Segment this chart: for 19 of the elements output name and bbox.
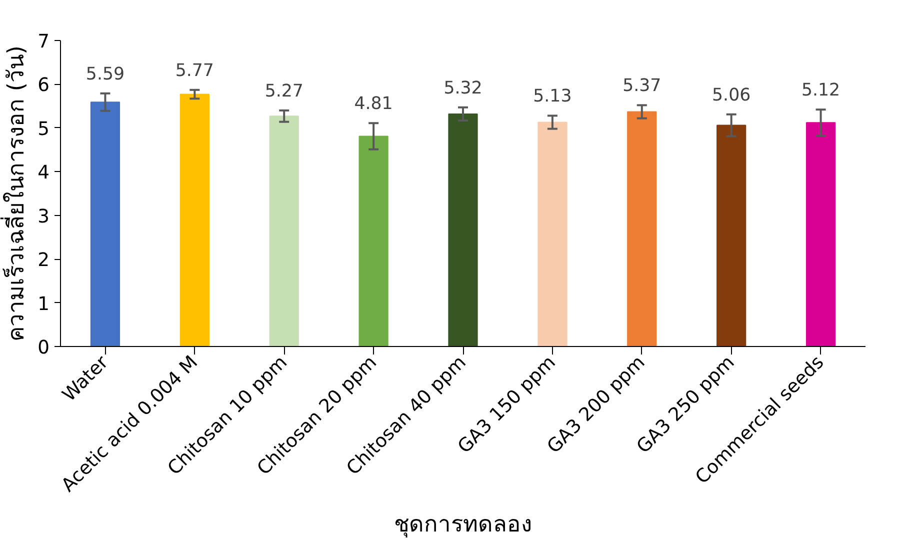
y-tick-label: 2 bbox=[38, 250, 50, 272]
y-tick-label: 3 bbox=[38, 206, 50, 228]
y-tick-label: 5 bbox=[38, 118, 50, 140]
data-label: 5.06 bbox=[712, 85, 751, 106]
data-label: 5.77 bbox=[175, 60, 214, 81]
data-label: 5.37 bbox=[622, 76, 662, 96]
data-label: 5.12 bbox=[801, 80, 840, 101]
data-label: 5.27 bbox=[264, 81, 304, 102]
data-label: 5.13 bbox=[533, 86, 572, 107]
data-label: 5.32 bbox=[444, 78, 482, 98]
y-tick-label: 4 bbox=[38, 162, 50, 184]
y-tick-label: 0 bbox=[38, 338, 50, 358]
y-axis-title: ความเร็วเฉลี่ยในการงอก (วัน) bbox=[0, 46, 30, 342]
data-label: 5.59 bbox=[86, 64, 125, 84]
y-tick-label: 6 bbox=[38, 75, 50, 96]
y-tick-label: 7 bbox=[38, 32, 50, 52]
data-label: 4.81 bbox=[354, 94, 393, 114]
y-tick-label: 1 bbox=[38, 294, 50, 315]
x-axis-title: ชุดการทดลอง bbox=[394, 512, 532, 538]
